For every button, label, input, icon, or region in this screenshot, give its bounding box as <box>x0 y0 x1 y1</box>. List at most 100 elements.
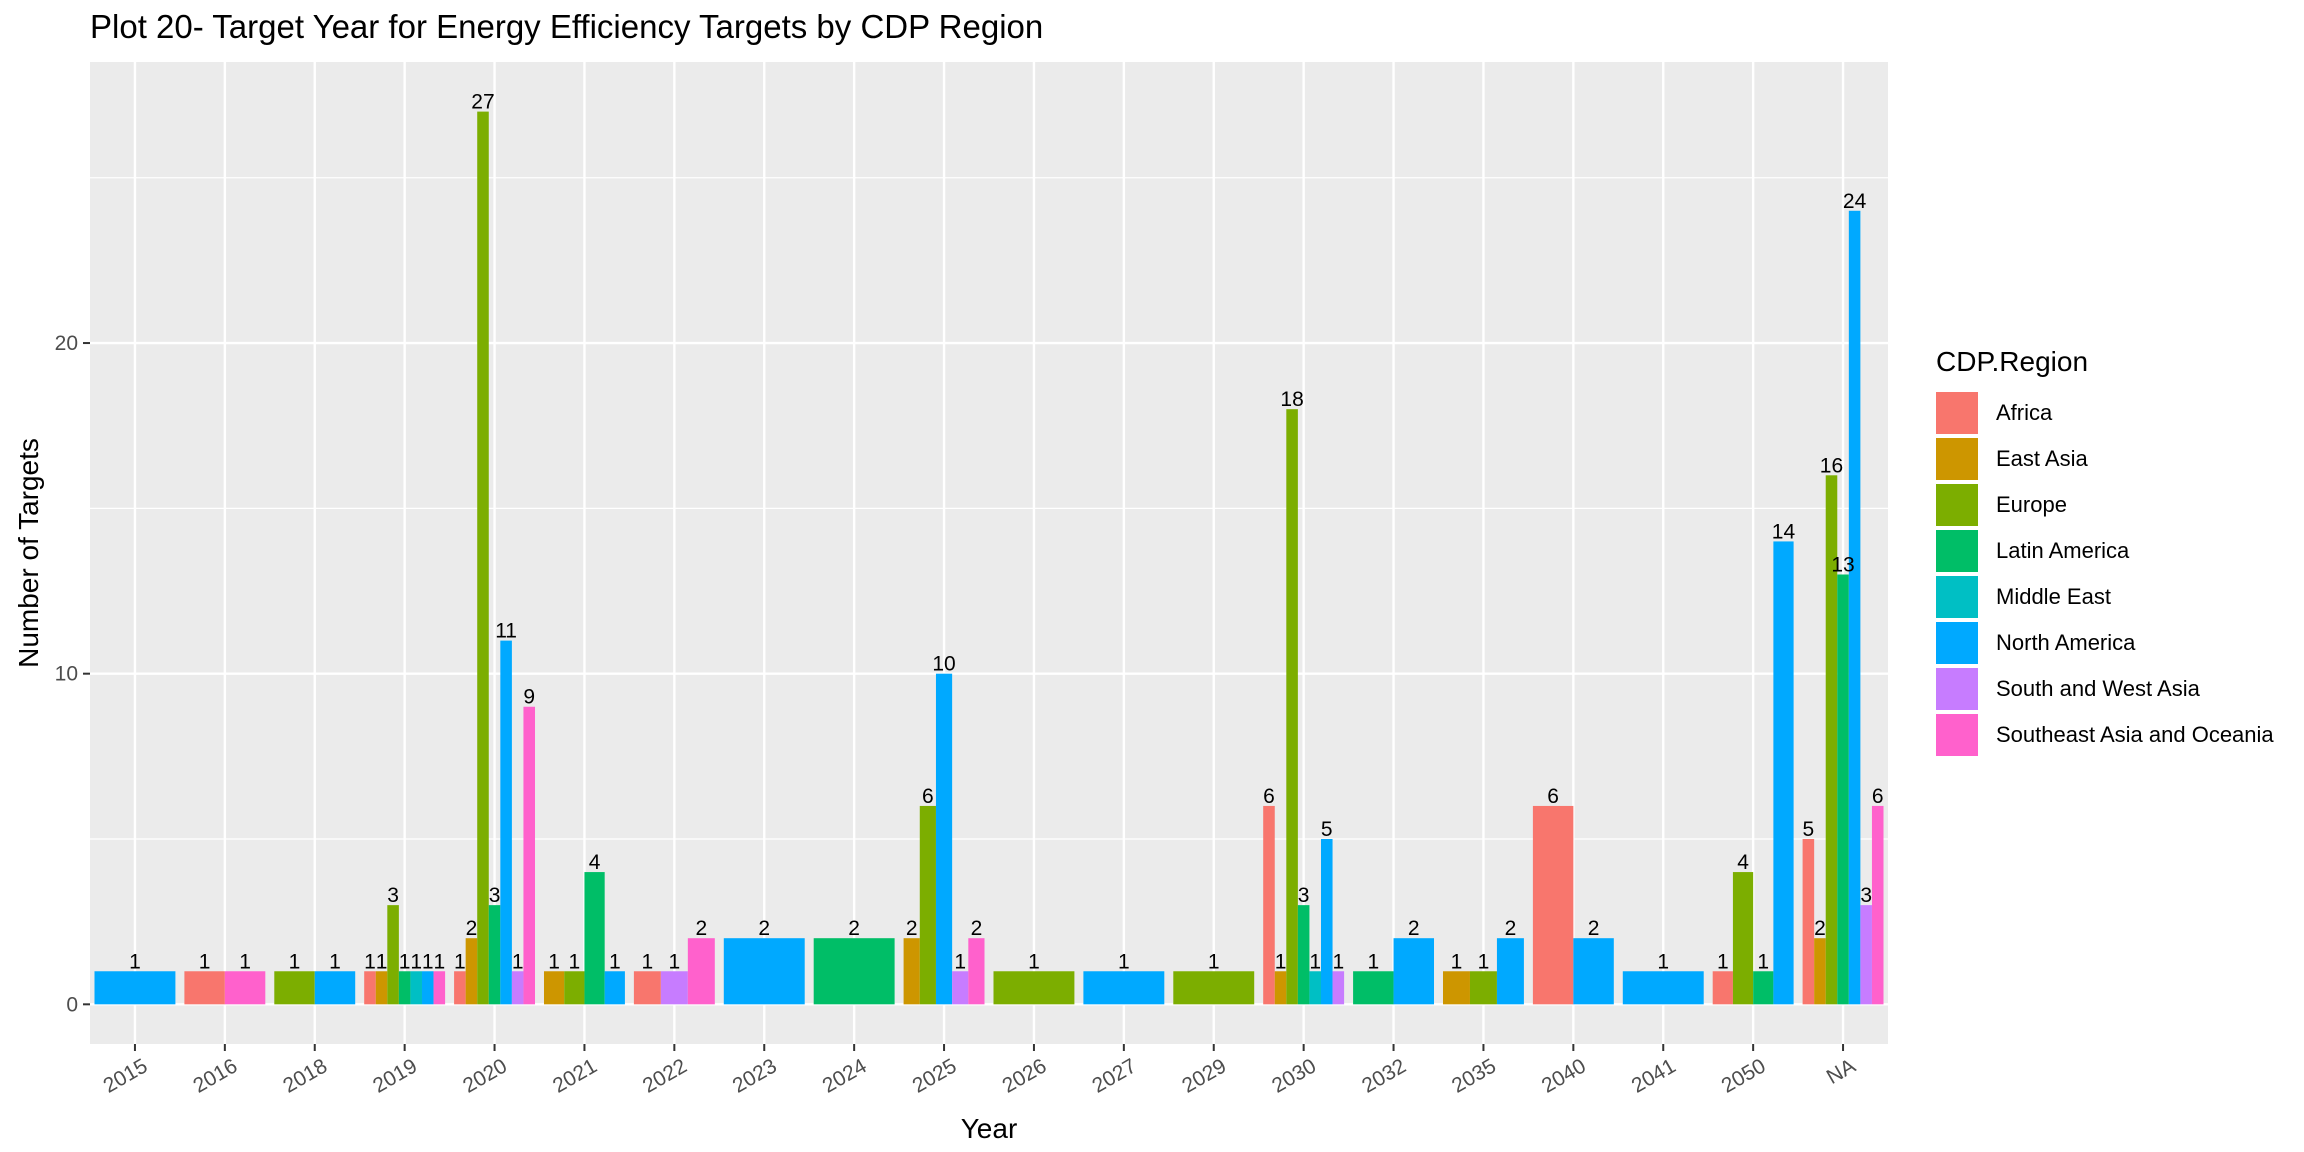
data-label-2016-africa: 1 <box>199 950 211 973</box>
data-label-na-north-america: 24 <box>1843 190 1867 213</box>
data-label-2021-europe: 1 <box>568 950 580 973</box>
bar-2023-north-america <box>723 938 805 1005</box>
data-label-2019-north-america: 1 <box>422 950 434 973</box>
bar-2030-africa <box>1263 805 1275 1005</box>
legend-label-middle-east: Middle East <box>1996 584 2111 609</box>
legend-item-north-america: North America <box>1936 620 2274 666</box>
bar-2024-latin-america <box>813 938 895 1005</box>
data-label-2040-africa: 6 <box>1547 785 1559 808</box>
bar-2032-latin-america <box>1353 971 1394 1005</box>
bar-2050-europe <box>1732 872 1754 1005</box>
data-label-2022-africa: 1 <box>642 950 654 973</box>
bar-2030-middle-east <box>1309 971 1321 1005</box>
data-label-2030-middle-east: 1 <box>1309 950 1321 973</box>
data-label-na-southeast-asia-and-oceania: 6 <box>1872 785 1884 808</box>
data-label-na-east-asia: 2 <box>1814 917 1826 940</box>
legend-label-south-and-west-asia: South and West Asia <box>1996 676 2200 701</box>
data-label-2019-southeast-asia-and-oceania: 1 <box>433 950 445 973</box>
bar-2019-southeast-asia-and-oceania <box>433 971 446 1005</box>
data-label-2020-southeast-asia-and-oceania: 9 <box>523 686 535 709</box>
bar-na-southeast-asia-and-oceania <box>1871 805 1884 1005</box>
plot-panel <box>90 62 1888 1044</box>
bar-2025-south-and-west-asia <box>952 971 969 1005</box>
bar-2027-north-america <box>1083 971 1165 1005</box>
x-tick-label-2050: 2050 <box>1718 1054 1770 1097</box>
x-tick-label-2041: 2041 <box>1628 1054 1680 1097</box>
data-label-2025-europe: 6 <box>922 785 934 808</box>
legend-label-africa: Africa <box>1996 400 2053 425</box>
legend-label-southeast-asia-and-oceania: Southeast Asia and Oceania <box>1996 722 2274 747</box>
legend-key-east-asia <box>1936 438 1978 480</box>
y-tick-label: 10 <box>55 663 78 686</box>
data-label-2023-north-america: 2 <box>758 917 770 940</box>
data-label-2019-east-asia: 1 <box>376 950 388 973</box>
bar-2022-africa <box>633 971 661 1005</box>
x-tick-label-2040: 2040 <box>1538 1054 1590 1097</box>
data-label-2022-southeast-asia-and-oceania: 2 <box>695 917 707 940</box>
legend-key-africa <box>1936 392 1978 434</box>
data-label-2025-south-and-west-asia: 1 <box>954 950 966 973</box>
data-label-na-africa: 5 <box>1803 818 1815 841</box>
x-tick-label-2035: 2035 <box>1448 1054 1500 1097</box>
legend-title: CDP.Region <box>1936 346 2089 377</box>
data-label-2050-latin-america: 1 <box>1757 950 1769 973</box>
bar-2029-europe <box>1173 971 1255 1005</box>
x-tick-label-2023: 2023 <box>729 1054 781 1097</box>
data-label-2018-europe: 1 <box>289 950 301 973</box>
data-label-2035-north-america: 2 <box>1505 917 1517 940</box>
data-label-2029-europe: 1 <box>1208 950 1220 973</box>
legend-label-latin-america: Latin America <box>1996 538 2130 563</box>
x-tick-label-2015: 2015 <box>99 1054 151 1097</box>
bar-2030-south-and-west-asia <box>1332 971 1345 1005</box>
data-label-2019-africa: 1 <box>364 950 376 973</box>
data-label-2050-europe: 4 <box>1737 851 1749 874</box>
bar-2021-north-america <box>604 971 625 1005</box>
bar-2035-north-america <box>1496 938 1524 1005</box>
bar-2019-north-america <box>421 971 434 1005</box>
bar-2019-east-asia <box>375 971 388 1005</box>
bar-2016-africa <box>184 971 225 1005</box>
data-label-2025-north-america: 10 <box>932 653 955 676</box>
data-label-2021-east-asia: 1 <box>548 950 560 973</box>
bar-2025-southeast-asia-and-oceania <box>968 938 985 1005</box>
data-label-2020-south-and-west-asia: 1 <box>512 950 524 973</box>
data-label-2018-north-america: 1 <box>329 950 341 973</box>
data-label-2030-south-and-west-asia: 1 <box>1332 950 1344 973</box>
legend-items: Africa East Asia Europe Latin America Middle… <box>1936 390 2274 758</box>
x-tick-label-2025: 2025 <box>909 1054 961 1097</box>
data-label-2035-east-asia: 1 <box>1451 950 1463 973</box>
data-label-2032-north-america: 2 <box>1408 917 1420 940</box>
legend-item-europe: Europe <box>1936 482 2274 528</box>
x-tick-label-2021: 2021 <box>549 1054 601 1097</box>
bar-2050-latin-america <box>1753 971 1774 1005</box>
data-label-na-europe: 16 <box>1820 454 1843 477</box>
bar-2019-latin-america <box>398 971 411 1005</box>
data-label-2030-europe: 18 <box>1280 388 1303 411</box>
x-tick-label-2032: 2032 <box>1358 1054 1410 1097</box>
x-tick-label-2024: 2024 <box>819 1054 871 1097</box>
bar-2030-europe <box>1286 409 1298 1005</box>
bar-2021-latin-america <box>584 872 605 1005</box>
bar-2040-north-america <box>1573 938 1614 1005</box>
data-label-2025-southeast-asia-and-oceania: 2 <box>971 917 983 940</box>
bar-2032-north-america <box>1393 938 1435 1005</box>
legend-item-southeast-asia-and-oceania: Southeast Asia and Oceania <box>1936 712 2274 758</box>
x-tick-label-2029: 2029 <box>1178 1054 1230 1097</box>
legend-item-latin-america: Latin America <box>1936 528 2274 574</box>
data-label-2019-middle-east: 1 <box>410 950 422 973</box>
data-label-2040-north-america: 2 <box>1588 917 1600 940</box>
data-label-2020-africa: 1 <box>454 950 466 973</box>
bar-2020-east-asia <box>465 938 478 1005</box>
legend-item-africa: Africa <box>1936 390 2274 436</box>
legend: CDP.Region Africa East Asia Europe Latin Am… <box>1936 346 2274 758</box>
x-axis-title: Year <box>961 1113 1018 1144</box>
bar-2020-southeast-asia-and-oceania <box>523 706 536 1005</box>
bar-2019-africa <box>364 971 376 1005</box>
bar-2020-north-america <box>500 640 512 1005</box>
x-tick-label-2020: 2020 <box>459 1054 511 1097</box>
data-label-2016-southeast-asia-and-oceania: 1 <box>239 950 251 973</box>
legend-key-latin-america <box>1936 530 1978 572</box>
bars <box>94 111 1884 1005</box>
data-label-na-south-and-west-asia: 3 <box>1860 884 1872 907</box>
